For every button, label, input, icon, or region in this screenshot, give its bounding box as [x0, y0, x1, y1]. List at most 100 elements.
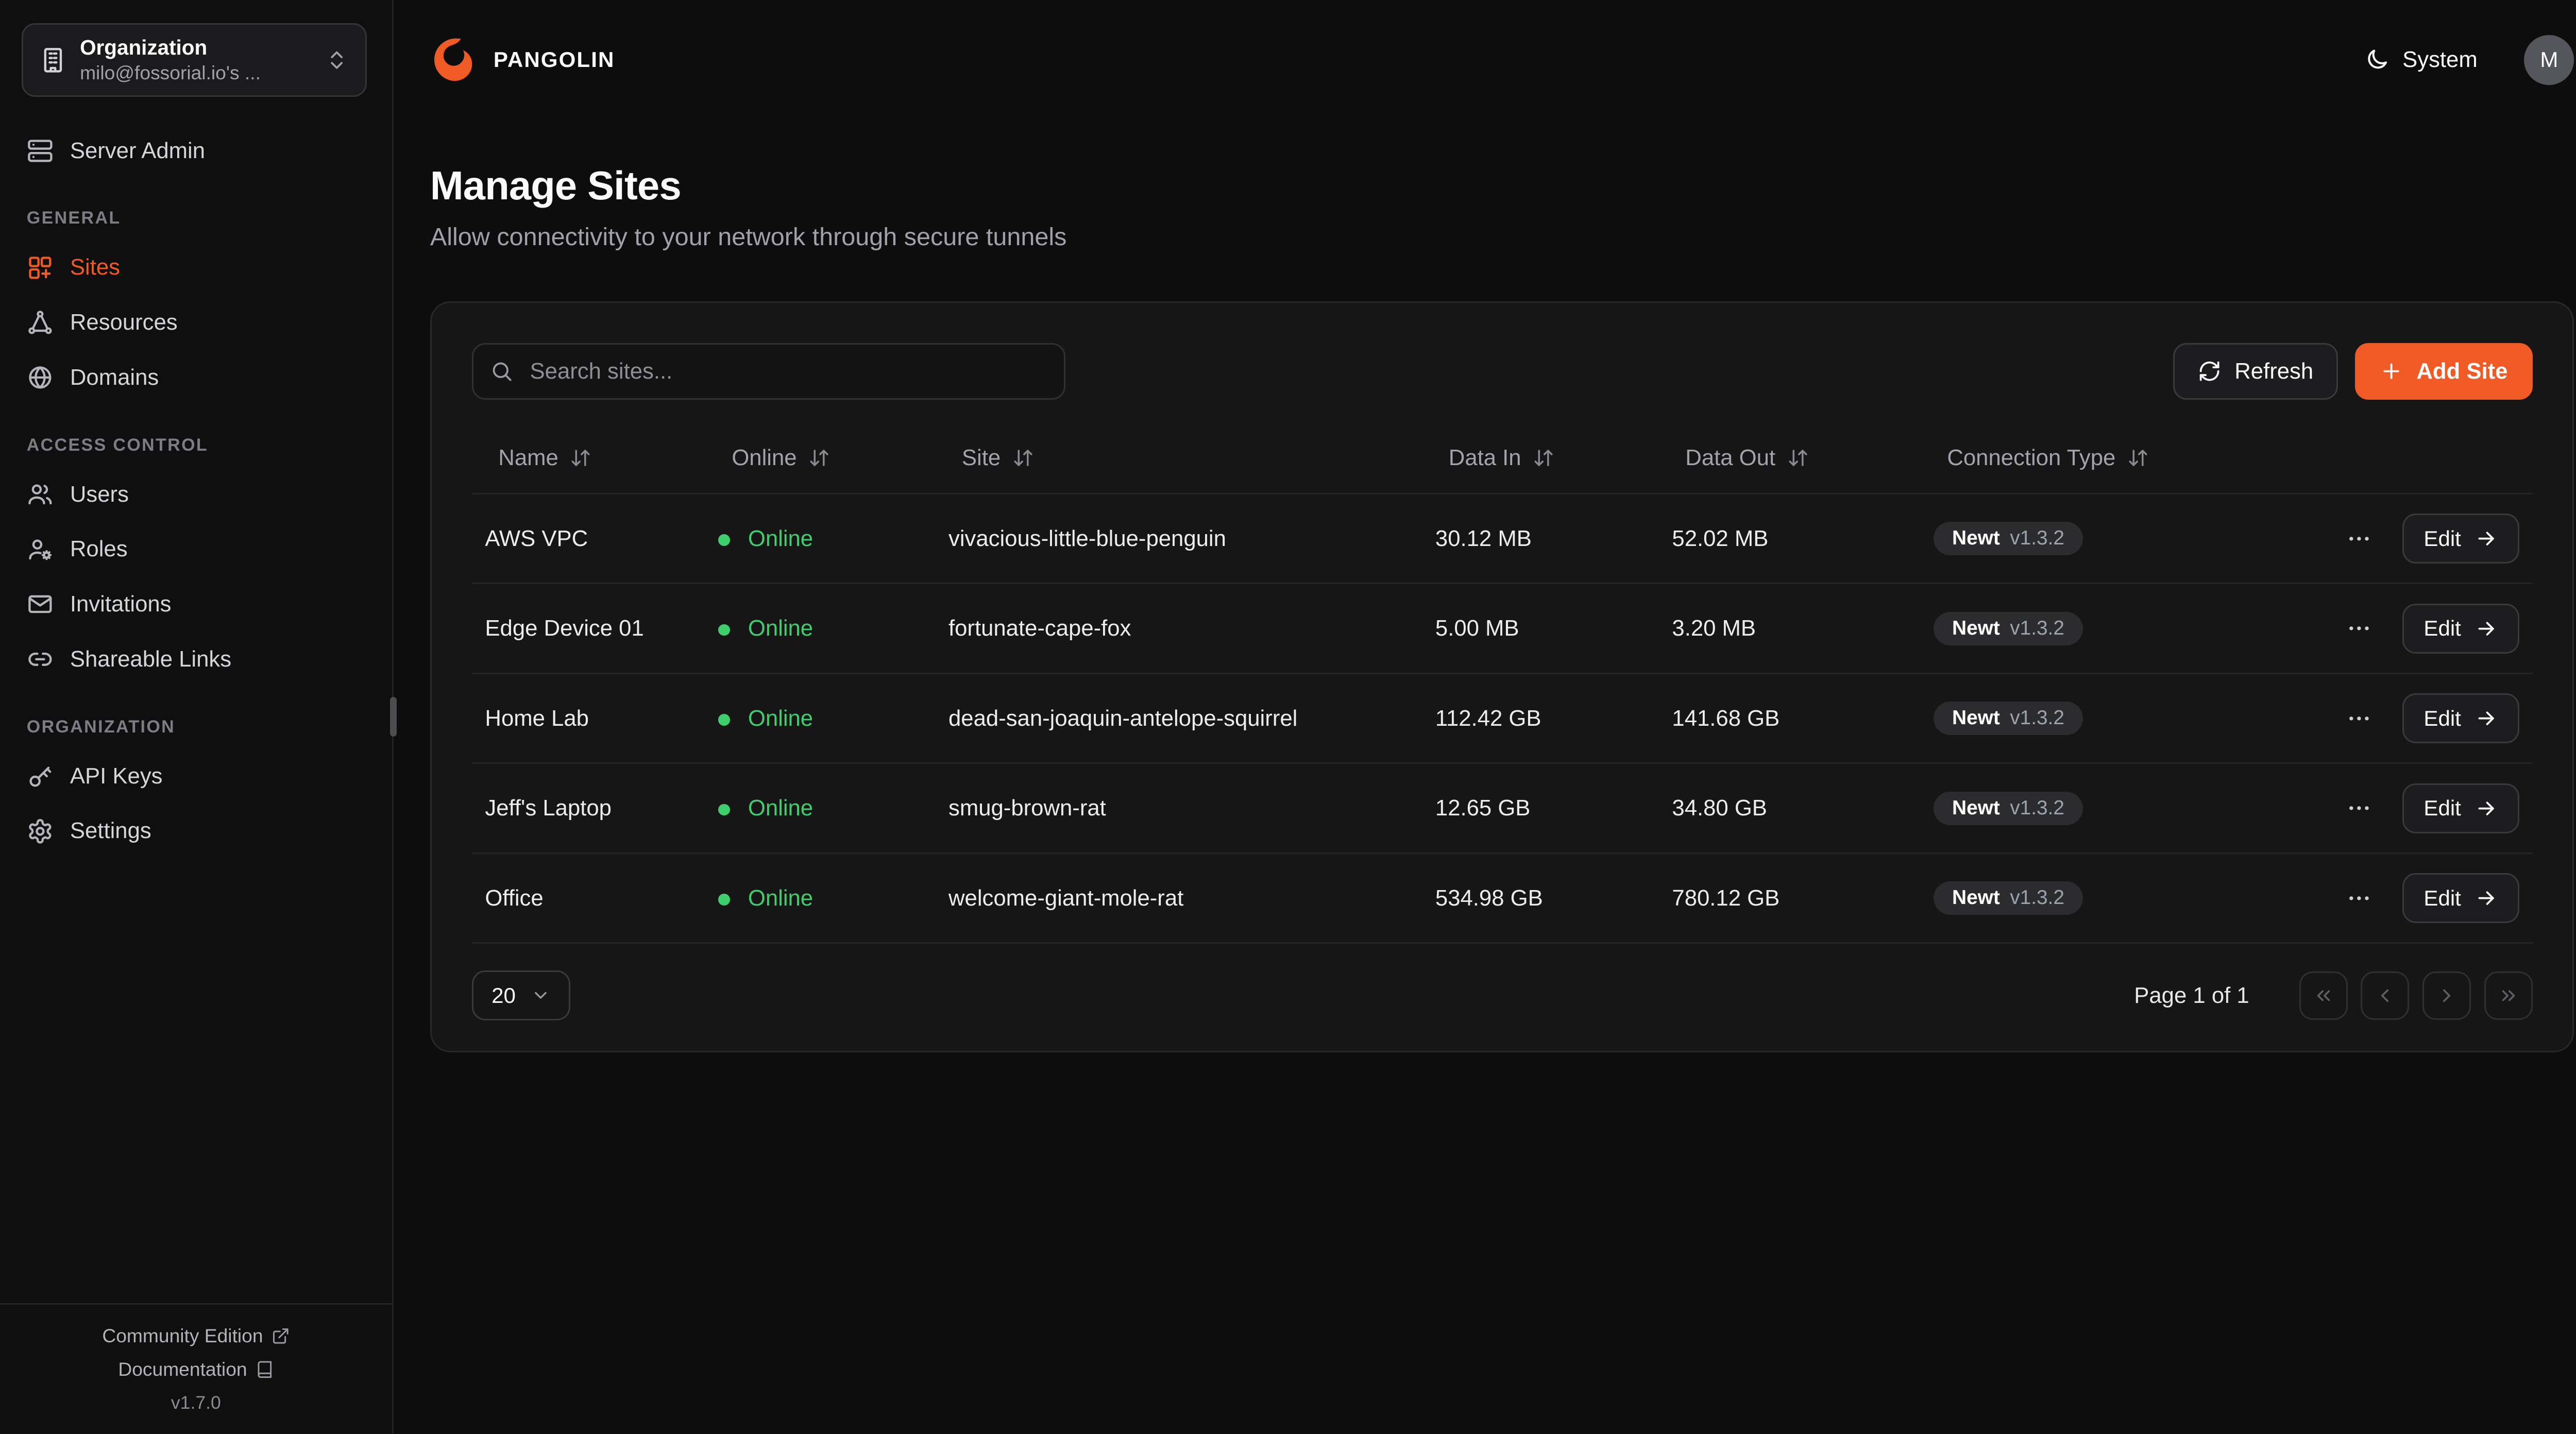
- sidebar-item-domains[interactable]: Domains: [0, 350, 392, 405]
- sidebar-item-roles[interactable]: Roles: [0, 522, 392, 577]
- sort-online[interactable]: Online: [718, 445, 843, 471]
- plus-icon: [2380, 360, 2403, 383]
- sort-data-out[interactable]: Data Out: [1672, 445, 1822, 471]
- sidebar-item-users[interactable]: Users: [0, 467, 392, 522]
- column-label: Data Out: [1685, 445, 1776, 470]
- ellipsis-icon: [2346, 705, 2372, 732]
- external-link-icon: [272, 1327, 290, 1345]
- edit-button[interactable]: Edit: [2402, 603, 2519, 654]
- first-page-button[interactable]: [2299, 971, 2348, 1020]
- page-indicator: Page 1 of 1: [2134, 982, 2249, 1008]
- next-page-button[interactable]: [2422, 971, 2471, 1020]
- add-site-button[interactable]: Add Site: [2354, 343, 2533, 400]
- connection-client: Newt: [1952, 707, 2000, 729]
- sidebar-item-sites[interactable]: Sites: [0, 240, 392, 295]
- page-title: Manage Sites: [430, 164, 682, 209]
- search-input[interactable]: [471, 343, 1065, 400]
- edit-label: Edit: [2424, 885, 2461, 910]
- cell-name: Office: [471, 852, 705, 944]
- row-menu-button[interactable]: [2339, 878, 2379, 918]
- user-avatar[interactable]: M: [2524, 35, 2574, 86]
- row-menu-button[interactable]: [2339, 788, 2379, 828]
- theme-toggle-button[interactable]: System: [2354, 45, 2487, 74]
- documentation-link[interactable]: Documentation: [118, 1358, 274, 1380]
- documentation-label: Documentation: [118, 1358, 247, 1380]
- sort-icon: [570, 447, 591, 469]
- arrow-right-icon: [2475, 797, 2498, 820]
- sidebar-item-settings[interactable]: Settings: [0, 804, 392, 859]
- arrow-right-icon: [2475, 527, 2498, 550]
- sort-site[interactable]: Site: [948, 445, 1047, 471]
- connection-type-badge: Newt v1.3.2: [1934, 522, 2083, 556]
- refresh-button[interactable]: Refresh: [2173, 343, 2338, 400]
- sort-connection-type[interactable]: Connection Type: [1934, 445, 2162, 471]
- gear-icon: [27, 818, 54, 845]
- cell-data-out: 3.20 MB: [1658, 583, 1921, 674]
- combine-icon: [27, 254, 54, 281]
- sidebar-item-shareable-links[interactable]: Shareable Links: [0, 632, 392, 687]
- add-site-label: Add Site: [2416, 358, 2508, 384]
- sidebar-item-api-keys[interactable]: API Keys: [0, 748, 392, 804]
- cell-connection-type: Newt v1.3.2: [1920, 852, 2304, 944]
- cell-data-out: 34.80 GB: [1658, 762, 1921, 853]
- last-page-button[interactable]: [2484, 971, 2533, 1020]
- nav-section: GENERAL Sites Resources Domains: [0, 208, 392, 405]
- online-status-label: Online: [748, 885, 814, 911]
- column-label: Online: [732, 445, 797, 470]
- page-size-value: 20: [492, 983, 516, 1008]
- arrow-right-icon: [2475, 617, 2498, 640]
- community-edition-link[interactable]: Community Edition: [102, 1325, 290, 1347]
- sites-toolbar: Refresh Add Site: [471, 343, 2533, 400]
- chevron-left-icon: [2374, 985, 2396, 1006]
- connection-version: v1.3.2: [2010, 707, 2065, 729]
- sort-icon: [2127, 447, 2149, 469]
- edit-button[interactable]: Edit: [2402, 783, 2519, 833]
- edit-button[interactable]: Edit: [2402, 873, 2519, 924]
- cell-data-in: 112.42 GB: [1422, 672, 1659, 763]
- online-status-dot: [718, 714, 731, 726]
- sidebar-item-server-admin[interactable]: Server Admin: [0, 123, 392, 178]
- main-content: PANGOLIN System M Manage Sites Allow con…: [394, 0, 2576, 1433]
- edit-button[interactable]: Edit: [2402, 693, 2519, 744]
- sidebar-item-invitations[interactable]: Invitations: [0, 577, 392, 632]
- sidebar-item-label: Shareable Links: [70, 646, 232, 672]
- prev-page-button[interactable]: [2361, 971, 2410, 1020]
- pangolin-logo: [430, 35, 480, 85]
- nav-section: ORGANIZATION API Keys Settings: [0, 717, 392, 859]
- edit-button[interactable]: Edit: [2402, 514, 2519, 564]
- column-actions: [2304, 423, 2533, 493]
- sidebar-item-resources[interactable]: Resources: [0, 295, 392, 350]
- sidebar-resize-handle[interactable]: [390, 696, 397, 737]
- row-menu-button[interactable]: [2339, 519, 2379, 559]
- link-icon: [27, 646, 54, 673]
- cell-actions: Edit: [2303, 762, 2533, 853]
- search-icon: [490, 360, 513, 383]
- cell-site: welcome-giant-mole-rat: [935, 852, 1422, 944]
- topbar-right: System M: [2354, 35, 2574, 86]
- column-label: Data In: [1448, 445, 1521, 470]
- mail-icon: [27, 591, 54, 618]
- column-label: Name: [498, 445, 558, 470]
- connection-type-badge: Newt v1.3.2: [1934, 791, 2083, 825]
- cell-name: Home Lab: [471, 672, 705, 763]
- row-menu-button[interactable]: [2339, 608, 2379, 648]
- chevrons-left-icon: [2313, 985, 2334, 1006]
- arrow-right-icon: [2475, 707, 2498, 730]
- page-size-select[interactable]: 20: [471, 970, 571, 1021]
- cell-actions: Edit: [2303, 852, 2533, 944]
- users-icon: [27, 481, 54, 508]
- cell-actions: Edit: [2303, 672, 2533, 763]
- cell-online: Online: [705, 583, 936, 674]
- sort-data-in[interactable]: Data In: [1435, 445, 1568, 471]
- edit-label: Edit: [2424, 616, 2461, 641]
- table-row: Jeff's Laptop Online smug-brown-rat 12.6…: [471, 762, 2533, 853]
- cell-online: Online: [705, 852, 936, 944]
- online-status-label: Online: [748, 705, 814, 731]
- sidebar-item-label: Resources: [70, 310, 178, 335]
- row-menu-button[interactable]: [2339, 698, 2379, 739]
- sort-name[interactable]: Name: [485, 445, 605, 471]
- org-picker-text: Organization milo@fossorial.io's ...: [80, 36, 312, 84]
- cell-site: smug-brown-rat: [935, 762, 1422, 853]
- org-picker[interactable]: Organization milo@fossorial.io's ...: [22, 23, 367, 97]
- sort-icon: [1787, 447, 1809, 469]
